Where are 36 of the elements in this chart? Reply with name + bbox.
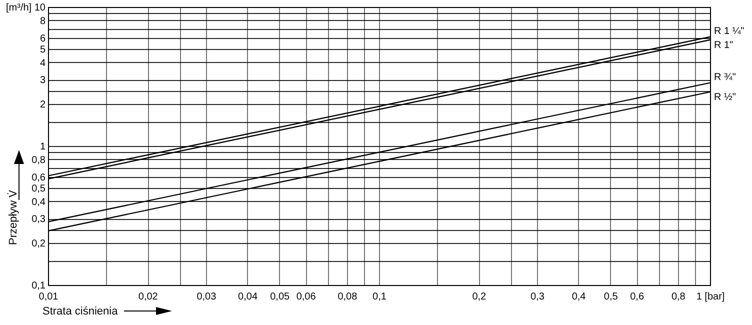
x-tick-label: 1 [bar] <box>696 292 725 302</box>
x-tick-label: 0,3 <box>530 292 545 302</box>
x-tick-label: 0,08 <box>338 292 358 302</box>
x-tick-label: 0,5 <box>604 292 618 302</box>
x-tick-label: 0,02 <box>138 292 158 302</box>
y-tick-label: 0,3 <box>32 214 46 226</box>
x-tick-label: 0,1 <box>372 292 387 302</box>
y-tick-label: 0,2 <box>32 238 46 250</box>
x-tick-label: 0,03 <box>196 292 217 302</box>
y-tick-label: 0,8 <box>32 154 46 166</box>
y-tick-label: 6 <box>40 33 46 44</box>
x-tick-label: 0,4 <box>572 292 586 302</box>
y-tick-label: 2 <box>40 100 46 111</box>
y-axis-title: Przepływ V̇ <box>6 189 20 246</box>
y-tick-label: 1 <box>40 142 46 152</box>
x-tick-label: 0,2 <box>472 292 487 302</box>
series-label: R 1 ¼" <box>714 26 745 37</box>
y-tick-label: 3 <box>40 75 46 86</box>
y-tick-label: 4 <box>40 58 46 69</box>
series-label: R ½" <box>714 92 736 103</box>
y-tick-label: [m³/h] 10 <box>6 2 46 14</box>
x-axis-title: Strata ciśnienia <box>42 306 119 318</box>
y-tick-label: 0,6 <box>32 172 46 184</box>
y-tick-label: 0,1 <box>32 280 46 292</box>
y-tick-label: 0,5 <box>32 183 46 194</box>
x-tick-label: 0,06 <box>296 292 316 302</box>
y-tick-label: 5 <box>40 44 46 56</box>
series-label: R ¾" <box>714 72 736 83</box>
series-label: R 1" <box>714 40 734 51</box>
x-tick-label: 0,6 <box>630 292 644 302</box>
x-tick-label: 0,05 <box>270 292 290 302</box>
x-tick-label: 0,04 <box>238 292 258 302</box>
x-tick-label: 0,8 <box>671 292 686 302</box>
y-tick-label: 0,4 <box>32 196 46 208</box>
y-tick-label: 8 <box>40 16 46 27</box>
x-tick-label: 0,01 <box>38 292 59 302</box>
